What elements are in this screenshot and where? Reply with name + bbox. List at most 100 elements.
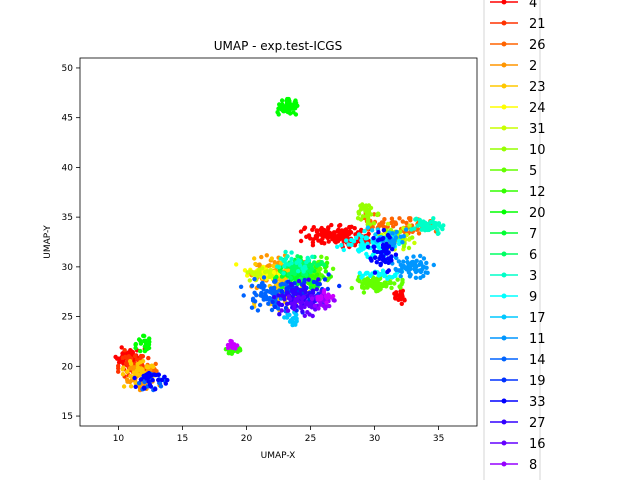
scatter-point <box>298 304 304 309</box>
legend-item: 6 <box>490 248 537 263</box>
scatter-point <box>253 271 258 277</box>
scatter-point <box>136 337 142 342</box>
scatter-point <box>226 351 231 356</box>
scatter-point <box>378 286 383 292</box>
scatter-point <box>260 266 265 271</box>
scatter-point <box>312 260 317 265</box>
scatter-point <box>282 297 287 302</box>
series-20-points <box>133 96 300 354</box>
chart-title: UMAP - exp.test-ICGS <box>214 39 342 53</box>
scatter-point <box>341 233 346 238</box>
scatter-point <box>330 266 336 271</box>
scatter-point <box>269 273 275 279</box>
legend-dot-marker <box>501 461 507 467</box>
scatter-point <box>349 242 354 248</box>
x-tick-label: 15 <box>177 434 188 444</box>
legend-label: 21 <box>529 17 546 32</box>
scatter-point <box>384 248 389 253</box>
x-axis-label: UMAP-X <box>261 451 296 461</box>
scatter-point <box>261 287 266 292</box>
legend-label: 16 <box>529 437 546 452</box>
scatter-point <box>294 275 300 280</box>
legend-item: 26 <box>490 38 546 53</box>
scatter-point <box>352 243 358 248</box>
scatter-point <box>249 305 255 310</box>
scatter-point <box>424 260 429 266</box>
scatter-point <box>302 287 307 292</box>
scatter-point <box>308 268 313 274</box>
scatter-point <box>282 264 287 269</box>
plot-area-frame <box>79 57 478 427</box>
scatter-point <box>146 379 151 384</box>
scatter-point <box>123 361 129 366</box>
scatter-point <box>289 260 294 266</box>
scatter-point <box>288 111 293 116</box>
legend-label: 7 <box>529 227 537 242</box>
y-tick-label: 20 <box>62 362 74 372</box>
legend-label: 2 <box>529 59 537 74</box>
legend-label: 33 <box>529 395 546 410</box>
scatter-point <box>324 300 329 305</box>
scatter-point <box>256 283 261 289</box>
scatter-point <box>133 381 138 386</box>
scatter-point <box>326 272 331 277</box>
scatter-point <box>402 297 407 302</box>
scatter-point <box>278 256 284 261</box>
scatter-point <box>320 231 326 236</box>
scatter-point <box>319 260 324 265</box>
scatter-point <box>341 247 346 253</box>
scatter-point <box>321 290 327 295</box>
legend-item: 14 <box>490 353 546 368</box>
scatter-point <box>283 249 288 255</box>
legend-label: 26 <box>529 38 546 53</box>
legend-item: 8 <box>490 458 537 473</box>
scatter-point <box>279 308 284 313</box>
scatter-point <box>153 361 158 367</box>
scatter-point <box>417 217 422 223</box>
scatter-point <box>292 288 298 293</box>
scatter-point <box>136 381 142 386</box>
y-tick-label: 15 <box>62 412 73 422</box>
legend-dot-marker <box>501 62 507 68</box>
scatter-point <box>389 216 395 221</box>
scatter-point <box>393 235 399 240</box>
legend-box <box>483 0 541 480</box>
scatter-point <box>405 259 410 265</box>
scatter-point <box>396 238 402 244</box>
scatter-point <box>377 271 383 277</box>
scatter-point <box>375 281 380 286</box>
scatter-point <box>252 256 257 261</box>
legend-label: 14 <box>529 353 546 368</box>
scatter-point <box>289 283 294 288</box>
scatter-point <box>400 277 405 283</box>
scatter-point <box>431 216 436 221</box>
scatter-point <box>390 247 395 252</box>
legend-label: 4 <box>529 0 537 11</box>
scatter-point <box>294 316 299 321</box>
scatter-point <box>128 384 134 389</box>
scatter-point <box>249 283 255 288</box>
scatter-point <box>370 282 375 288</box>
scatter-point <box>272 304 278 310</box>
scatter-point <box>283 282 288 287</box>
scatter-point <box>128 373 133 379</box>
scatter-point <box>437 224 443 229</box>
scatter-point <box>310 243 316 248</box>
scatter-point <box>356 209 361 215</box>
scatter-point <box>267 263 272 268</box>
scatter-point <box>331 230 337 235</box>
scatter-point <box>389 254 394 259</box>
scatter-point <box>316 306 321 311</box>
scatter-point <box>142 333 147 339</box>
scatter-point <box>362 285 367 291</box>
scatter-point <box>373 285 379 291</box>
scatter-point <box>132 375 137 381</box>
scatter-point <box>302 304 307 310</box>
scatter-point <box>393 273 398 279</box>
scatter-point <box>398 274 403 279</box>
scatter-point <box>156 372 161 377</box>
scatter-point <box>421 219 426 224</box>
scatter-point <box>140 367 145 372</box>
scatter-point <box>392 291 397 296</box>
scatter-point <box>323 306 328 311</box>
